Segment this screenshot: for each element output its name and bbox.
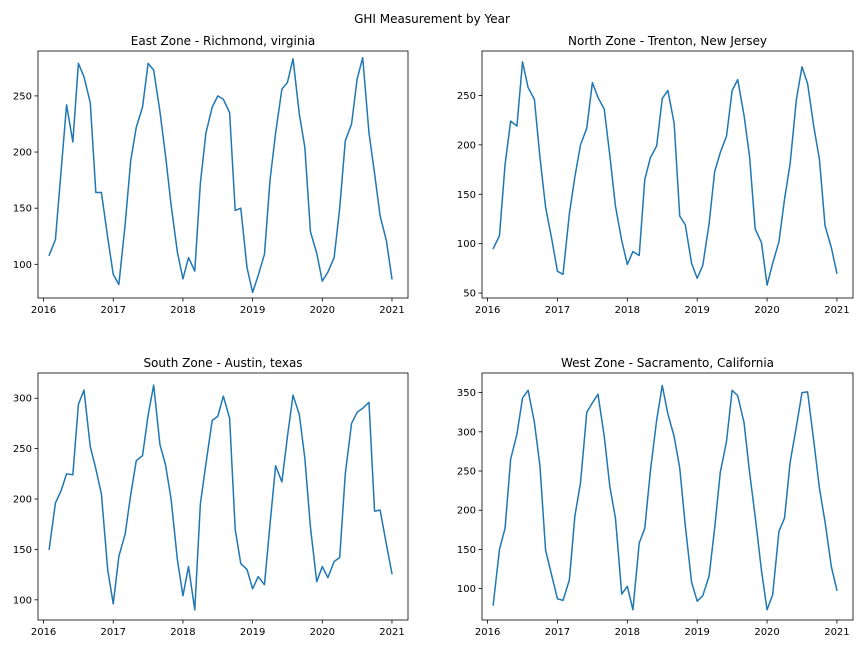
figure-title: GHI Measurement by Year — [354, 12, 510, 26]
x-tick-label: 2018 — [615, 305, 640, 316]
x-tick-label: 2017 — [101, 627, 126, 638]
x-tick-label: 2017 — [101, 305, 126, 316]
y-tick-label: 200 — [13, 495, 32, 506]
y-tick-label: 100 — [13, 260, 32, 271]
x-tick-label: 2020 — [310, 305, 335, 316]
subplot-south-zone: South Zone - Austin, texas 2016 2017 2018 2… — [13, 356, 409, 638]
x-tick-label: 2016 — [31, 627, 56, 638]
y-tick-label: 150 — [457, 545, 476, 556]
axes-frame — [37, 372, 409, 621]
subplot-title: East Zone - Richmond, virginia — [131, 34, 315, 48]
y-tick-label: 200 — [457, 140, 476, 151]
x-tick-label: 2019 — [684, 627, 709, 638]
y-tick-label: 100 — [457, 239, 476, 250]
y-tick-label: 100 — [457, 584, 476, 595]
y-tick-label: 250 — [457, 91, 476, 102]
axes-frame — [481, 50, 854, 299]
subplot-title: South Zone - Austin, texas — [143, 356, 302, 370]
x-tick-label: 2021 — [824, 305, 849, 316]
x-tick-label: 2016 — [475, 305, 500, 316]
axes-frame — [37, 50, 409, 299]
y-tick-label: 200 — [457, 506, 476, 517]
axes-frame — [481, 372, 854, 621]
y-tick-label: 300 — [13, 394, 32, 405]
subplot-title: North Zone - Trenton, New Jersey — [568, 34, 767, 48]
y-tick-label: 150 — [13, 204, 32, 215]
x-tick-label: 2017 — [545, 305, 570, 316]
x-tick-label: 2016 — [475, 627, 500, 638]
x-tick-label: 2016 — [31, 305, 56, 316]
x-tick-label: 2020 — [754, 627, 779, 638]
y-tick-label: 150 — [13, 545, 32, 556]
y-tick-label: 50 — [463, 289, 476, 300]
y-tick-label: 250 — [13, 91, 32, 102]
x-tick-label: 2018 — [170, 305, 195, 316]
x-tick-label: 2018 — [615, 627, 640, 638]
x-tick-label: 2019 — [240, 305, 265, 316]
y-tick-label: 350 — [457, 388, 476, 399]
y-tick-label: 250 — [13, 444, 32, 455]
subplot-title: West Zone - Sacramento, California — [561, 356, 774, 370]
y-tick-label: 250 — [457, 467, 476, 478]
x-tick-label: 2019 — [684, 305, 709, 316]
x-tick-label: 2017 — [545, 627, 570, 638]
subplot-north-zone: North Zone - Trenton, New Jersey 2016 201… — [457, 34, 854, 316]
y-tick-label: 200 — [13, 148, 32, 159]
x-tick-label: 2018 — [170, 627, 195, 638]
x-tick-label: 2021 — [824, 627, 849, 638]
series-line — [492, 384, 838, 611]
subplot-west-zone: West Zone - Sacramento, California 2016 2… — [457, 356, 854, 638]
y-tick-label: 300 — [457, 427, 476, 438]
series-line — [48, 384, 393, 611]
x-tick-label: 2020 — [310, 627, 335, 638]
series-line — [492, 61, 838, 286]
series-line — [48, 56, 393, 294]
x-tick-label: 2019 — [240, 627, 265, 638]
y-tick-label: 100 — [13, 595, 32, 606]
x-tick-label: 2021 — [379, 627, 404, 638]
subplot-east-zone: East Zone - Richmond, virginia 2016 2017 2… — [13, 34, 409, 316]
x-tick-label: 2020 — [754, 305, 779, 316]
y-tick-label: 150 — [457, 190, 476, 201]
x-tick-label: 2021 — [379, 305, 404, 316]
